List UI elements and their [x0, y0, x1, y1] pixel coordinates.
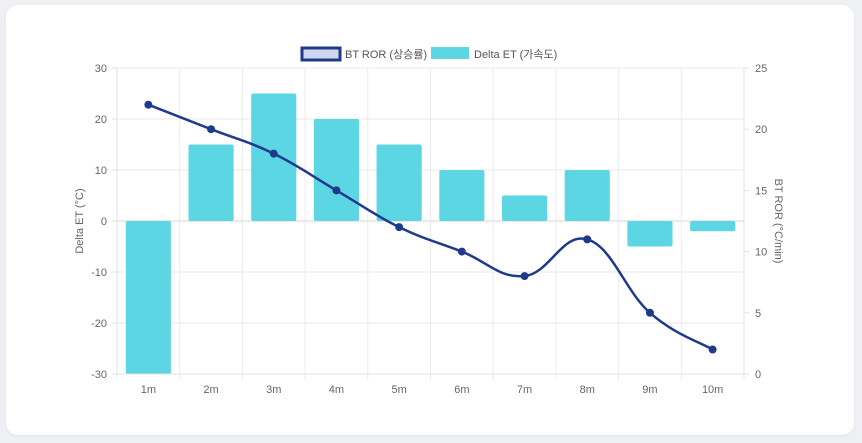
legend-item-bt-ror[interactable]: BT ROR (상승률): [300, 46, 427, 62]
y-left-tick-label: 10: [95, 165, 107, 177]
legend: BT ROR (상승률) Delta ET (가속도): [300, 46, 557, 62]
point-bt-ror-6m[interactable]: [457, 247, 466, 256]
y-left-tick-label: -30: [91, 369, 107, 381]
x-tick-label: 9m: [642, 384, 657, 396]
y-left-tick-label: -20: [91, 318, 107, 330]
point-bt-ror-9m[interactable]: [645, 308, 654, 317]
point-bt-ror-4m[interactable]: [332, 186, 341, 195]
x-tick-label: 5m: [392, 384, 407, 396]
point-bt-ror-8m[interactable]: [583, 235, 592, 244]
bar-delta-et-1m[interactable]: [125, 221, 171, 374]
y-right-tick-label: 15: [755, 185, 767, 197]
point-bt-ror-1m[interactable]: [144, 100, 153, 109]
x-tick-label: 10m: [702, 384, 723, 396]
legend-item-delta-et[interactable]: Delta ET (가속도): [431, 47, 557, 61]
legend-swatch-delta-et: [431, 47, 469, 59]
x-tick-label: 8m: [580, 384, 595, 396]
y-left-axis-title: Delta ET (°C): [74, 188, 86, 253]
bar-delta-et-7m[interactable]: [501, 195, 548, 222]
y-right-tick-label: 10: [755, 247, 767, 259]
legend-label-bt-ror: BT ROR (상승률): [345, 48, 427, 61]
bar-delta-et-5m[interactable]: [376, 144, 422, 222]
x-tick-label: 1m: [141, 384, 156, 396]
y-right-tick-label: 5: [755, 308, 761, 320]
bar-delta-et-6m[interactable]: [439, 170, 485, 221]
bar-delta-et-2m[interactable]: [188, 144, 234, 222]
x-tick-label: 4m: [329, 384, 344, 396]
bar-delta-et-10m[interactable]: [690, 221, 736, 232]
y-left-tick-label: 20: [95, 114, 107, 126]
y-right-tick-label: 25: [755, 63, 767, 75]
y-right-tick-label: 0: [755, 369, 761, 381]
bar-delta-et-9m[interactable]: [627, 221, 673, 247]
legend-label-delta-et: Delta ET (가속도): [474, 48, 557, 61]
y-left-tick-label: 0: [101, 216, 107, 228]
y-left-tick-label: 30: [95, 63, 107, 75]
x-tick-label: 2m: [203, 384, 218, 396]
point-bt-ror-10m[interactable]: [708, 345, 717, 354]
x-tick-label: 3m: [266, 384, 281, 396]
line-bt-ror: [147, 103, 714, 351]
point-bt-ror-2m[interactable]: [207, 125, 216, 134]
point-bt-ror-5m[interactable]: [395, 223, 404, 232]
bar-delta-et-8m[interactable]: [564, 170, 610, 221]
x-tick-label: 7m: [517, 384, 532, 396]
y-right-tick-label: 20: [755, 124, 767, 136]
point-bt-ror-7m[interactable]: [520, 272, 529, 281]
y-left-tick-label: -10: [91, 267, 107, 279]
axes: 30 20 10 0 -10 -20 -30 25 20 15 10 5 0 1m 2m 3m 4m 5m 6m 7m…: [91, 63, 767, 396]
legend-swatch-bt-ror: [300, 46, 342, 62]
point-bt-ror-3m[interactable]: [269, 149, 278, 158]
y-right-axis-title: BT ROR (°C/min): [772, 179, 784, 264]
line-series-bt-ror: [144, 100, 717, 354]
x-tick-label: 6m: [454, 384, 469, 396]
bar-delta-et-4m[interactable]: [313, 119, 360, 221]
